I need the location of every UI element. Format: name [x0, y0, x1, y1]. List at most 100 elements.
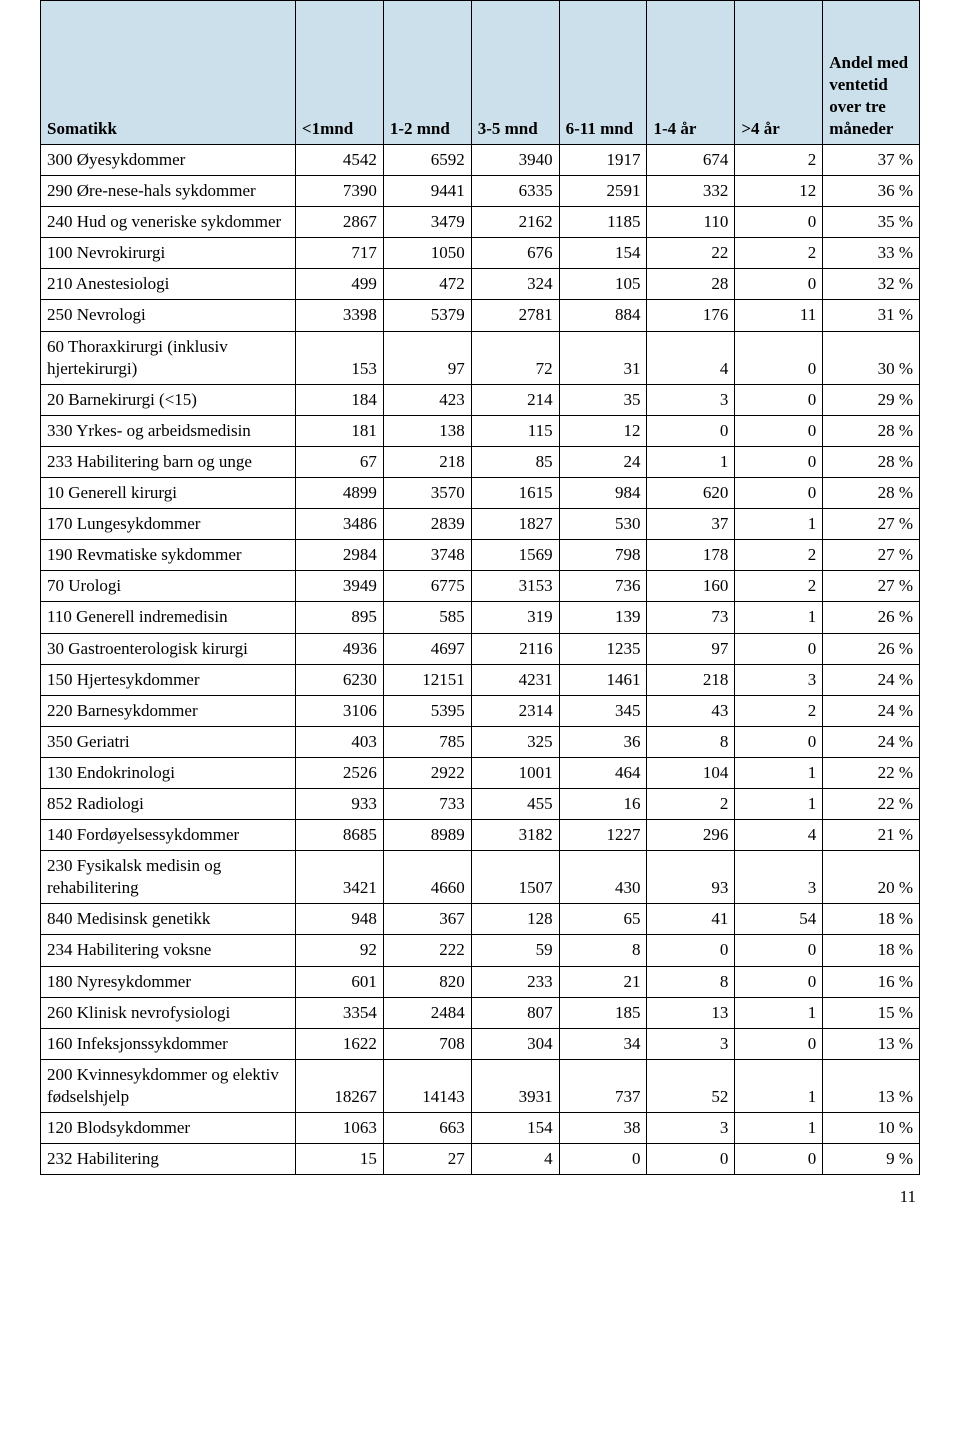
row-value: 3 [647, 384, 735, 415]
row-label: 30 Gastroenterologisk kirurgi [41, 633, 296, 664]
row-value: 345 [559, 695, 647, 726]
table-row: 350 Geriatri403785325368024 % [41, 726, 920, 757]
row-value: 472 [383, 269, 471, 300]
row-value: 2984 [295, 540, 383, 571]
row-label: 160 Infeksjonssykdommer [41, 1028, 296, 1059]
row-value: 28 [647, 269, 735, 300]
row-value: 1 [735, 1113, 823, 1144]
row-value: 530 [559, 509, 647, 540]
row-value: 6592 [383, 145, 471, 176]
row-value: 154 [559, 238, 647, 269]
row-value: 85 [471, 446, 559, 477]
row-value: 38 [559, 1113, 647, 1144]
row-value: 296 [647, 820, 735, 851]
row-label: 852 Radiologi [41, 788, 296, 819]
row-value: 499 [295, 269, 383, 300]
row-value: 6230 [295, 664, 383, 695]
row-value: 3421 [295, 851, 383, 904]
row-value: 34 [559, 1028, 647, 1059]
table-row: 20 Barnekirurgi (<15)184423214353029 % [41, 384, 920, 415]
row-value: 22 % [823, 788, 920, 819]
row-value: 464 [559, 757, 647, 788]
table-row: 210 Anestesiologi49947232410528032 % [41, 269, 920, 300]
col-lt1mnd: <1mnd [295, 1, 383, 145]
table-row: 60 Thoraxkirurgi (inklusiv hjertekirurgi… [41, 331, 920, 384]
row-value: 6335 [471, 176, 559, 207]
row-value: 28 % [823, 478, 920, 509]
row-value: 10 % [823, 1113, 920, 1144]
row-value: 16 [559, 788, 647, 819]
row-value: 0 [735, 446, 823, 477]
row-value: 0 [735, 384, 823, 415]
row-value: 2 [735, 238, 823, 269]
table-row: 30 Gastroenterologisk kirurgi49364697211… [41, 633, 920, 664]
row-value: 0 [647, 1144, 735, 1175]
row-value: 1 [735, 757, 823, 788]
row-value: 319 [471, 602, 559, 633]
row-value: 160 [647, 571, 735, 602]
row-value: 43 [647, 695, 735, 726]
row-value: 324 [471, 269, 559, 300]
row-value: 12 [559, 415, 647, 446]
row-value: 0 [735, 207, 823, 238]
col-3-5mnd: 3-5 mnd [471, 1, 559, 145]
row-value: 2781 [471, 300, 559, 331]
row-value: 110 [647, 207, 735, 238]
row-value: 0 [735, 269, 823, 300]
row-value: 26 % [823, 602, 920, 633]
row-value: 1507 [471, 851, 559, 904]
row-value: 41 [647, 904, 735, 935]
row-value: 3182 [471, 820, 559, 851]
row-value: 1 [735, 602, 823, 633]
row-value: 15 [295, 1144, 383, 1175]
table-row: 150 Hjertesykdommer623012151423114612183… [41, 664, 920, 695]
col-somatikk: Somatikk [41, 1, 296, 145]
row-value: 218 [647, 664, 735, 695]
table-row: 240 Hud og veneriske sykdommer2867347921… [41, 207, 920, 238]
row-value: 2 [735, 695, 823, 726]
table-row: 230 Fysikalsk medisin og rehabilitering3… [41, 851, 920, 904]
row-label: 100 Nevrokirurgi [41, 238, 296, 269]
row-label: 150 Hjertesykdommer [41, 664, 296, 695]
row-value: 0 [735, 1144, 823, 1175]
table-row: 840 Medisinsk genetikk94836712865415418 … [41, 904, 920, 935]
row-value: 13 % [823, 1028, 920, 1059]
row-value: 37 % [823, 145, 920, 176]
row-value: 12 [735, 176, 823, 207]
table-row: 140 Fordøyelsessykdommer8685898931821227… [41, 820, 920, 851]
row-value: 4936 [295, 633, 383, 664]
row-value: 181 [295, 415, 383, 446]
row-value: 807 [471, 997, 559, 1028]
table-row: 180 Nyresykdommer601820233218016 % [41, 966, 920, 997]
row-value: 0 [735, 415, 823, 446]
row-value: 2314 [471, 695, 559, 726]
row-value: 178 [647, 540, 735, 571]
row-value: 31 % [823, 300, 920, 331]
row-value: 6775 [383, 571, 471, 602]
row-value: 31 [559, 331, 647, 384]
table-row: 260 Klinisk nevrofysiologi33542484807185… [41, 997, 920, 1028]
row-value: 4 [471, 1144, 559, 1175]
row-value: 24 [559, 446, 647, 477]
row-value: 0 [735, 966, 823, 997]
row-value: 128 [471, 904, 559, 935]
row-value: 1615 [471, 478, 559, 509]
row-value: 423 [383, 384, 471, 415]
row-value: 3 [735, 851, 823, 904]
row-value: 18 % [823, 935, 920, 966]
row-value: 20 % [823, 851, 920, 904]
row-value: 1 [647, 446, 735, 477]
row-label: 10 Generell kirurgi [41, 478, 296, 509]
row-value: 24 % [823, 695, 920, 726]
row-label: 220 Barnesykdommer [41, 695, 296, 726]
row-value: 153 [295, 331, 383, 384]
row-label: 180 Nyresykdommer [41, 966, 296, 997]
row-value: 13 % [823, 1059, 920, 1112]
row-value: 5395 [383, 695, 471, 726]
table-header-row: Somatikk <1mnd 1-2 mnd 3-5 mnd 6-11 mnd … [41, 1, 920, 145]
row-value: 13 [647, 997, 735, 1028]
row-label: 20 Barnekirurgi (<15) [41, 384, 296, 415]
row-value: 2867 [295, 207, 383, 238]
row-label: 233 Habilitering barn og unge [41, 446, 296, 477]
row-value: 0 [735, 331, 823, 384]
